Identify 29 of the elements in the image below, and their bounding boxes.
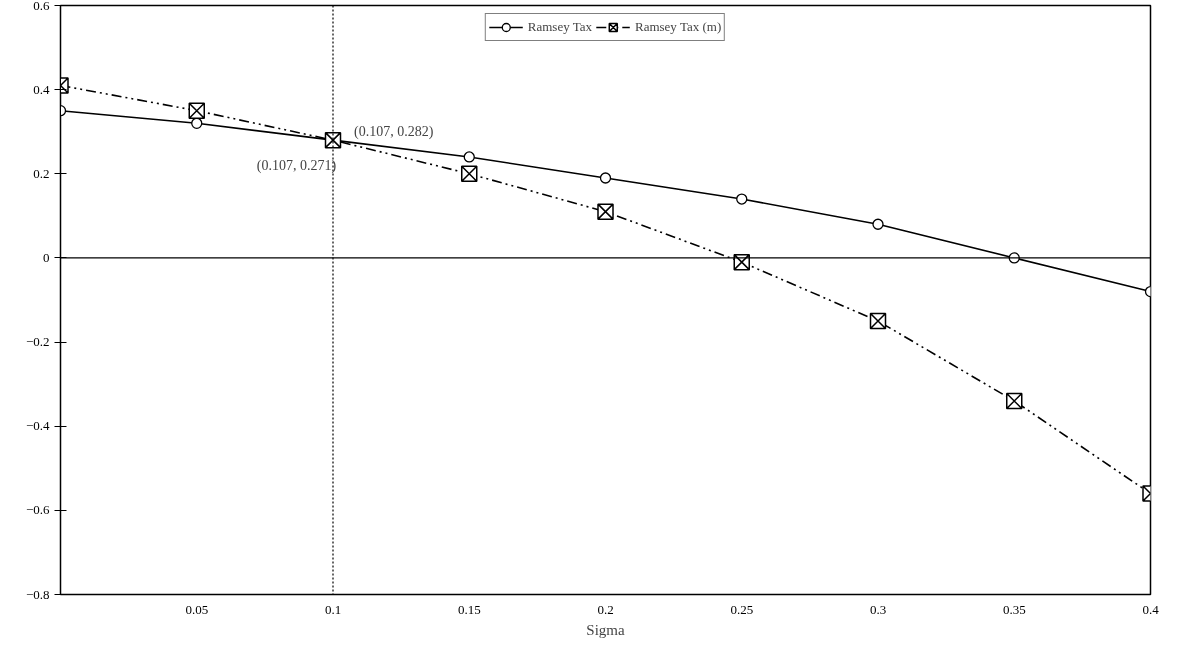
y-tick-label: 0.4 <box>33 81 50 97</box>
point <box>599 172 612 184</box>
point <box>597 203 614 220</box>
x-tick-label: 0.25 <box>730 601 754 617</box>
point <box>736 193 748 205</box>
y-tick-label: 0.6 <box>33 0 50 13</box>
point <box>1006 392 1023 410</box>
y-tick-label: 0.2 <box>33 165 50 181</box>
point <box>461 165 478 183</box>
x-tick-label: 0.3 <box>869 601 887 617</box>
legend-label: Ramsey Tax <box>527 19 592 35</box>
x-axis-title: Sigma <box>586 621 626 638</box>
y-tick-label: −0.4 <box>25 418 50 434</box>
x-tick-label: 0.4 <box>1142 601 1160 617</box>
x-tick-label: 0.15 <box>457 601 481 617</box>
y-tick-label: −0.8 <box>25 586 50 602</box>
y-tick-label: 0 <box>43 249 50 265</box>
x-tick-label: 0.1 <box>324 601 342 617</box>
y-tick-label: −0.6 <box>25 502 50 518</box>
annotation: (0.107, 0.271) <box>256 157 337 174</box>
x-tick-label: 0.35 <box>1002 601 1026 617</box>
point <box>463 151 475 163</box>
x-tick-label: 0.2 <box>597 601 614 617</box>
point <box>188 102 205 119</box>
y-tick-label: −0.2 <box>25 334 50 350</box>
point <box>872 218 884 230</box>
x-tick-label: 0.05 <box>185 601 209 617</box>
annotation: (0.107, 0.282) <box>354 124 434 141</box>
legend-label: Ramsey Tax (m) <box>634 19 722 35</box>
